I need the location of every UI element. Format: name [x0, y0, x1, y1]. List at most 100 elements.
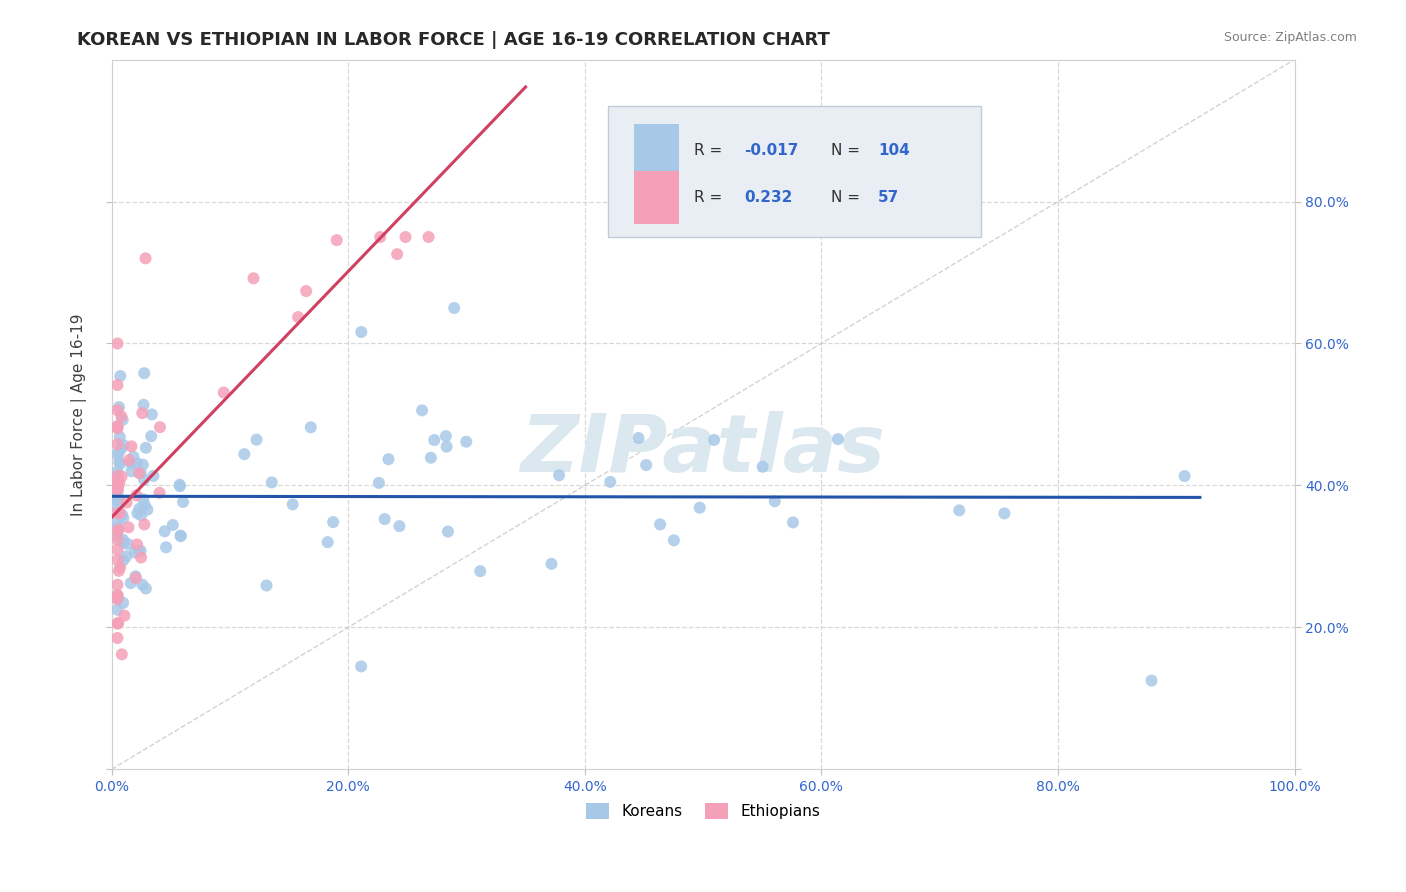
Point	[108, 560, 131, 574]
Point	[141, 408, 163, 422]
Point	[134, 517, 156, 532]
Point	[131, 406, 153, 420]
Point	[1174, 469, 1197, 483]
Point	[636, 458, 658, 472]
FancyBboxPatch shape	[609, 106, 981, 237]
Point	[107, 523, 129, 537]
Point	[132, 473, 155, 487]
Point	[108, 476, 131, 491]
Point	[108, 430, 131, 444]
Point	[245, 433, 267, 447]
Point	[120, 456, 142, 470]
Point	[295, 284, 318, 298]
Point	[127, 537, 149, 551]
Point	[436, 440, 458, 454]
Point	[418, 230, 440, 244]
Point	[135, 582, 157, 596]
Text: N =: N =	[831, 190, 865, 204]
Point	[368, 230, 391, 244]
Point	[127, 456, 149, 470]
Point	[114, 608, 136, 623]
Text: 104: 104	[879, 143, 910, 158]
Point	[128, 501, 150, 516]
Point	[107, 603, 129, 617]
Point	[115, 495, 138, 509]
Point	[256, 578, 278, 592]
Point	[111, 533, 134, 547]
Point	[108, 455, 131, 469]
Point	[148, 486, 170, 500]
Point	[107, 485, 129, 500]
Point	[111, 413, 134, 427]
Y-axis label: In Labor Force | Age 16-19: In Labor Force | Age 16-19	[72, 313, 87, 516]
Point	[703, 433, 725, 447]
Point	[134, 366, 156, 380]
Point	[385, 247, 408, 261]
FancyBboxPatch shape	[634, 124, 679, 177]
Point	[153, 524, 176, 539]
Point	[322, 515, 344, 529]
Point	[419, 450, 441, 465]
Point	[599, 475, 621, 489]
Point	[540, 557, 562, 571]
Point	[110, 409, 132, 424]
Point	[132, 492, 155, 507]
Point	[456, 434, 478, 449]
Point	[107, 482, 129, 496]
Point	[107, 479, 129, 493]
Point	[110, 469, 132, 483]
Point	[299, 420, 322, 434]
Point	[135, 441, 157, 455]
Point	[1140, 673, 1163, 688]
Point	[107, 533, 129, 547]
Point	[118, 453, 141, 467]
Point	[107, 465, 129, 479]
Point	[108, 506, 131, 520]
Point	[107, 403, 129, 417]
Point	[107, 516, 129, 530]
Point	[120, 464, 142, 478]
Text: R =: R =	[693, 143, 727, 158]
Point	[411, 403, 433, 417]
Point	[107, 615, 129, 630]
Point	[107, 501, 129, 516]
Point	[107, 479, 129, 493]
Point	[128, 543, 150, 558]
Point	[169, 529, 191, 543]
Point	[107, 437, 129, 451]
Text: 0.232: 0.232	[744, 190, 793, 204]
Point	[434, 429, 457, 443]
Point	[367, 475, 389, 490]
Text: KOREAN VS ETHIOPIAN IN LABOR FORCE | AGE 16-19 CORRELATION CHART: KOREAN VS ETHIOPIAN IN LABOR FORCE | AGE…	[77, 31, 830, 49]
Point	[107, 631, 129, 645]
Point	[316, 535, 339, 549]
Point	[120, 439, 142, 453]
Point	[136, 502, 159, 516]
Point	[751, 459, 773, 474]
Text: Source: ZipAtlas.com: Source: ZipAtlas.com	[1223, 31, 1357, 45]
Point	[107, 588, 129, 602]
Point	[233, 447, 256, 461]
Point	[170, 529, 193, 543]
Point	[689, 500, 711, 515]
Point	[107, 589, 129, 603]
Point	[129, 550, 152, 565]
Point	[112, 536, 135, 550]
Point	[124, 569, 146, 583]
Point	[172, 495, 194, 509]
Point	[108, 400, 131, 414]
Point	[107, 468, 129, 483]
Point	[117, 537, 139, 551]
Point	[135, 252, 157, 266]
Point	[111, 508, 134, 522]
Point	[107, 592, 129, 607]
Point	[129, 544, 152, 558]
Point	[129, 508, 152, 523]
Point	[120, 576, 142, 591]
Point	[169, 478, 191, 492]
Point	[260, 475, 283, 490]
Point	[326, 233, 349, 247]
Point	[107, 578, 129, 592]
Point	[107, 524, 129, 538]
Point	[388, 519, 411, 533]
